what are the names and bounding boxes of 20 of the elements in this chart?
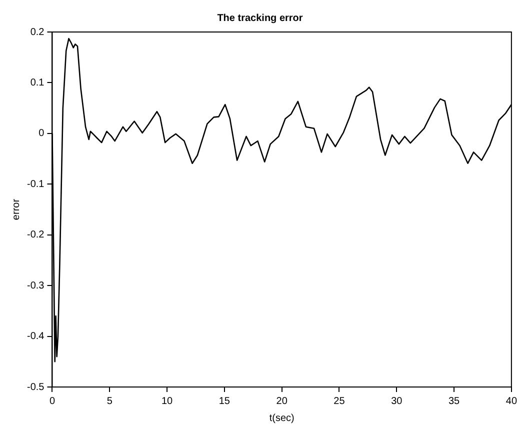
y-tick-label: -0.1 [26,178,45,190]
y-tick-label: 0.1 [30,77,45,88]
y-tick-label: -0.4 [26,331,45,342]
y-tick-label: -0.2 [26,230,45,241]
x-tick-label: 40 [506,396,518,407]
x-tick-label: 0 [49,396,56,407]
x-tick-label: 25 [334,396,346,407]
x-tick-label: 20 [276,396,288,407]
y-tick-label: 0 [38,128,45,140]
x-axis-title: t(sec) [269,412,294,424]
y-tick-label: 0.2 [30,26,45,38]
x-tick-label: 15 [218,396,230,407]
x-tick-label: 30 [391,396,403,407]
y-tick-label: -0.5 [26,382,45,393]
x-tick-label: 35 [448,396,460,407]
chart-title: The tracking error [217,12,303,24]
y-tick-label: -0.3 [26,280,45,292]
x-tick-label: 10 [161,396,174,407]
y-axis-title: error [10,198,22,220]
x-tick-label: 5 [106,396,113,407]
